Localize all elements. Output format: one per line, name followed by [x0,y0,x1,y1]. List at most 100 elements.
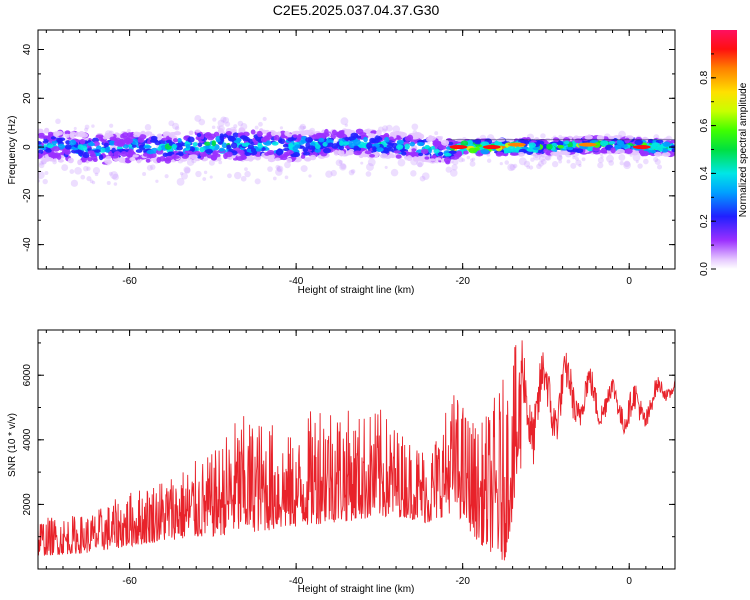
spectrogram-cell [254,125,259,130]
spectrogram-cell [662,151,671,157]
spectrogram-cell [56,154,62,160]
spectrogram-cell [335,159,343,166]
spectrogram-cell [86,166,91,171]
y-tick-label: 40 [22,44,33,56]
spectrogram-cell [216,156,222,162]
spectrogram-cell [89,179,94,184]
spectrogram-cell [309,154,317,161]
spectrogram-cell [324,128,329,136]
spectrogram-cell [396,139,405,145]
spectrogram-cell [43,127,50,134]
spectrogram-cell [302,147,309,153]
spectrogram-cell [597,157,604,164]
spectrogram-cell [624,148,633,154]
y-tick-label: 0 [22,144,33,150]
spectrogram-cell [340,163,347,170]
spectrogram-y-label: Frequency (Hz) [7,116,18,185]
spectrogram-cell [284,175,289,180]
spectrogram-cell [311,134,317,140]
spectrogram-cell [67,157,74,164]
spectrogram-cell [233,124,238,129]
spectrogram-cell [566,159,571,164]
spectrogram-cell [338,159,343,165]
spectrogram-cell [344,123,348,127]
spectrogram-cell [431,154,437,160]
spectrogram-cell [112,173,119,181]
snr-series-line [38,340,675,561]
spectrogram-cell [276,165,284,173]
spectrogram-cell [194,129,201,133]
colorbar-tick-label: 0.6 [699,118,710,132]
spectrogram-cell [414,152,420,158]
spectrogram-cell [217,119,225,127]
spectrogram-cell [87,157,93,162]
spectrogram-cell [624,137,630,144]
spectrogram-cell [392,125,401,134]
spectrogram-cell [136,159,142,164]
spectrogram-cell [195,170,202,178]
spectrogram-cell [409,141,416,147]
spectrogram-cell [365,171,372,177]
spectrogram-cell [385,124,393,132]
y-tick-label: 2000 [22,493,33,516]
spectrogram-cell [74,167,82,175]
spectrogram-cell [304,157,312,162]
spectrogram-cell [653,151,662,157]
spectrogram-cell [279,154,288,158]
spectrogram-cell [578,163,582,168]
spectrogram-cell [530,157,535,162]
spectrogram-cell [271,141,279,146]
spectrogram-cell [616,148,625,154]
spectrogram-cell [632,153,641,162]
spectrogram-cell [299,123,306,130]
spectrogram-cell [131,144,137,148]
spectrogram-cell [168,120,175,127]
spectrogram-cell [132,131,141,138]
spectrogram-cell [236,156,245,161]
spectrogram-cell [552,151,562,156]
spectrogram-cell [150,135,158,141]
spectrogram-cell [364,150,372,155]
spectrogram-cell [87,142,96,147]
spectrogram-x-ticks: -60 -40 -20 0 [45,30,664,287]
spectrogram-cell [106,181,111,186]
spectrogram-cell [557,141,564,147]
spectrogram-cell [70,133,75,139]
spectrogram-cell [376,129,382,136]
spectrogram-cell [222,116,230,124]
spectrogram-cell [143,145,152,149]
spectrogram-cell [287,137,295,142]
spectrogram-cell [126,132,134,137]
spectrogram-cell [196,133,202,138]
spectrogram-cell [302,151,311,156]
spectrogram-cell [92,167,101,175]
spectrogram-cell [180,172,188,180]
spectrogram-cell [632,145,651,150]
spectrogram-cell [156,135,162,141]
spectrogram-cell [486,158,492,163]
spectrogram-cell [210,154,217,161]
y-tick-label: 6000 [22,364,33,387]
spectrogram-cell [435,157,442,161]
spectrogram-cell [315,132,323,138]
spectrogram-cell [596,134,603,141]
spectrogram-cell [64,144,72,150]
spectrogram-cell [233,171,242,180]
spectrogram-cell [98,154,104,161]
spectrogram-cell [69,139,77,146]
spectrogram-cell [264,152,270,156]
spectrogram-cell [262,116,267,122]
spectrogram-cell [94,172,99,177]
spectrogram-cell [323,147,332,154]
spectrogram-cell [463,150,469,155]
spectrogram-cell [348,169,355,176]
spectrogram-cell [211,125,216,130]
spectrogram-cell [540,158,547,165]
spectrogram-cell [523,139,529,146]
spectrogram-cell [82,152,90,159]
spectrogram-cell [104,146,111,153]
spectrogram-cell [269,154,275,160]
spectrogram-cell [471,157,476,162]
spectrogram-cell [384,136,390,143]
